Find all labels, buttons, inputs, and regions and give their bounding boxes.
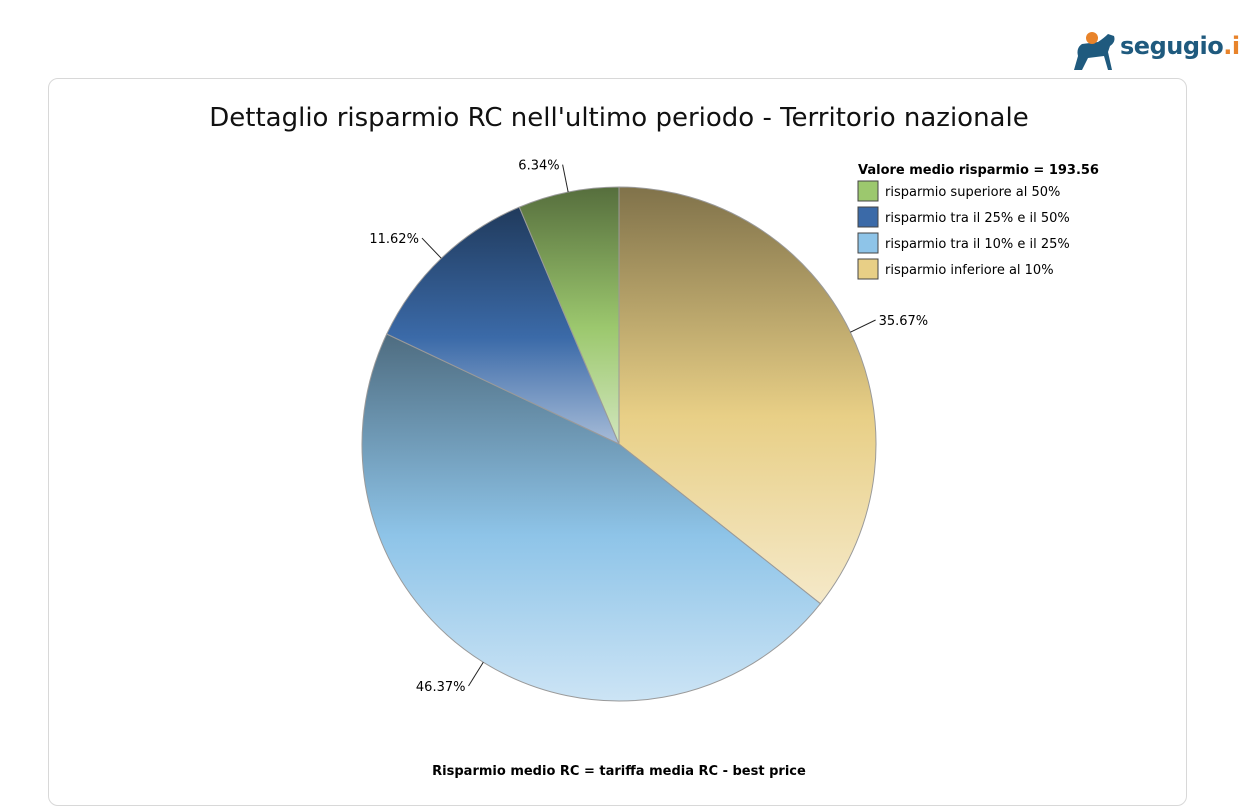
legend-label-risparmio-tra-il-10-e-il-25: risparmio tra il 10% e il 25%	[885, 237, 1070, 252]
segugio-logo[interactable]: segugio.it	[1068, 26, 1240, 74]
logo-name: segugio	[1120, 32, 1224, 60]
slice-label-risparmio-superiore-al-50: 6.34%	[518, 159, 559, 174]
chart-panel: Dettaglio risparmio RC nell'ultimo perio…	[48, 78, 1187, 806]
slice-label-risparmio-inferiore-al-10: 35.67%	[879, 314, 929, 329]
legend-label-risparmio-tra-il-25-e-il-50: risparmio tra il 25% e il 50%	[885, 211, 1070, 226]
legend-swatch-risparmio-superiore-al-50	[857, 180, 879, 202]
slice-labels: 35.67% 46.37% 11.62% 6.34%	[369, 159, 928, 695]
dog-icon	[1074, 32, 1115, 70]
chart-footnote: Risparmio medio RC = tariffa media RC - …	[432, 764, 806, 779]
legend-swatch-risparmio-tra-il-10-e-il-25	[857, 232, 879, 254]
pie-slice-risparmio-tra-il-10-e-il-25[interactable]	[361, 333, 822, 702]
pie-slices	[361, 186, 877, 702]
logo-tld: .it	[1223, 32, 1240, 60]
leader-line-risparmio-inferiore-al-10	[850, 319, 876, 333]
legend-label-risparmio-inferiore-al-10: risparmio inferiore al 10%	[885, 263, 1054, 278]
legend: Valore medio risparmio = 193.56 risparmi…	[857, 163, 1099, 280]
slice-label-risparmio-tra-il-10-e-il-25: 46.37%	[416, 680, 466, 695]
pie-chart: Dettaglio risparmio RC nell'ultimo perio…	[209, 103, 1099, 779]
chart-title: Dettaglio risparmio RC nell'ultimo perio…	[209, 103, 1028, 133]
leader-line-risparmio-tra-il-10-e-il-25	[468, 661, 484, 687]
leader-line-risparmio-superiore-al-50	[562, 164, 569, 193]
slice-label-risparmio-tra-il-25-e-il-50: 11.62%	[369, 232, 419, 247]
leader-line-risparmio-tra-il-25-e-il-50	[421, 237, 442, 259]
pie-slice-risparmio-tra-il-25-e-il-50[interactable]	[386, 206, 620, 446]
legend-label-risparmio-superiore-al-50: risparmio superiore al 50%	[885, 185, 1060, 200]
legend-title: Valore medio risparmio = 193.56	[858, 163, 1099, 178]
legend-swatch-risparmio-tra-il-25-e-il-50	[857, 206, 879, 228]
legend-swatch-risparmio-inferiore-al-10	[857, 258, 879, 280]
